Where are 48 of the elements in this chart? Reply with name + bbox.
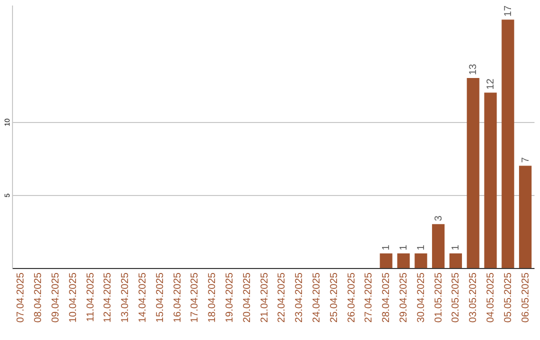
- x-tick-label: 03.05.2025: [468, 272, 480, 323]
- x-tick-label: 23.04.2025: [294, 272, 306, 323]
- x-tick-label: 25.04.2025: [328, 272, 340, 323]
- x-tick-label: 27.04.2025: [364, 272, 375, 323]
- bar: [484, 92, 497, 268]
- x-tick-label: 13.04.2025: [120, 272, 132, 323]
- data-label: 1: [416, 244, 427, 250]
- x-tick-label: 24.04.2025: [312, 272, 322, 323]
- x-tick-label: 11.04.2025: [85, 272, 96, 322]
- data-label: 1: [398, 244, 410, 250]
- bar: [502, 20, 514, 268]
- x-tick-label: 08.04.2025: [33, 272, 44, 323]
- bar: [449, 253, 462, 268]
- x-tick-label: 02.05.2025: [450, 272, 462, 323]
- x-tick-label: 17.04.2025: [190, 272, 201, 323]
- data-label: 13: [468, 63, 480, 76]
- x-tick-label: 09.04.2025: [50, 272, 62, 323]
- x-tick-label: 18.04.2025: [207, 272, 218, 323]
- data-label: 1: [381, 244, 392, 250]
- x-tick-label: 28.04.2025: [381, 272, 392, 323]
- bar: [380, 253, 392, 268]
- x-tick-label: 29.04.2025: [398, 272, 410, 323]
- x-tick-label: 04.05.2025: [486, 272, 496, 323]
- data-label: 3: [433, 215, 444, 222]
- data-label: 12: [486, 78, 496, 90]
- x-tick-label: 30.04.2025: [416, 272, 427, 323]
- x-tick-label: 19.04.2025: [224, 272, 236, 323]
- data-label: 7: [520, 156, 532, 163]
- bar: [466, 78, 480, 268]
- data-label: 17: [502, 5, 514, 17]
- x-tick-label: 05.05.2025: [502, 272, 514, 323]
- x-tick-label: 26.04.2025: [346, 272, 358, 323]
- bar: [397, 253, 410, 268]
- x-tick-label: 07.04.2025: [16, 272, 27, 323]
- x-tick-label: 15.04.2025: [154, 272, 166, 323]
- bar: [432, 224, 445, 268]
- x-tick-label: 21.04.2025: [259, 272, 270, 323]
- x-tick-label: 12.04.2025: [102, 272, 114, 323]
- data-label: 1: [450, 244, 462, 250]
- bar: [519, 166, 532, 268]
- x-tick-label: 20.04.2025: [242, 272, 253, 323]
- x-tick-label: 14.04.2025: [138, 272, 148, 323]
- x-tick-label: 06.05.2025: [520, 272, 532, 323]
- x-tick-label: 16.04.2025: [172, 272, 184, 323]
- bar: [414, 253, 428, 268]
- x-tick-label: 22.04.2025: [276, 272, 288, 323]
- x-tick-label: 01.05.2025: [433, 272, 444, 323]
- x-tick-label: 10.04.2025: [68, 272, 79, 323]
